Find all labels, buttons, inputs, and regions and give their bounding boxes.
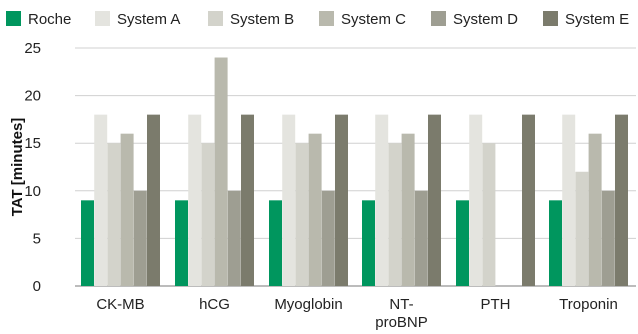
bar-hcg-system-c	[214, 57, 228, 286]
bar-myoglobin-system-a	[282, 114, 296, 286]
y-axis-label: TAT [minutes]	[9, 118, 26, 217]
bar-myoglobin-roche	[269, 200, 282, 286]
x-axis-labels: CK-MB hCG Myoglobin NT-proBNP PTH Troponin	[96, 296, 618, 331]
legend-label-system-e: System E	[565, 11, 629, 28]
legend-label-system-a: System A	[117, 11, 180, 28]
y-tick-label: 15	[24, 135, 41, 152]
y-tick-label: 10	[24, 183, 41, 200]
bar-hcg-system-a	[188, 114, 202, 286]
bar-troponin-system-c	[588, 133, 602, 286]
bar-ck-mb-system-c	[120, 133, 134, 286]
bar-nt-probnp-system-b	[388, 143, 402, 286]
bar-nt-probnp-system-a	[375, 114, 389, 286]
legend-swatch-system-c	[319, 11, 334, 26]
bar-troponin-system-d	[601, 190, 615, 286]
x-tick-label-ck-mb: CK-MB	[96, 296, 144, 313]
legend-label-system-b: System B	[230, 11, 294, 28]
gridlines	[75, 47, 636, 287]
bar-hcg-system-d	[227, 190, 241, 286]
bar-ck-mb-roche	[81, 200, 94, 286]
bar-pth-system-b	[482, 143, 496, 286]
bar-hcg-system-b	[201, 143, 215, 286]
bars	[81, 57, 628, 286]
bar-hcg-roche	[175, 200, 188, 286]
bar-troponin-system-e	[615, 114, 628, 286]
legend-label-system-d: System D	[453, 11, 518, 28]
x-tick-label-hcg: hCG	[199, 296, 230, 313]
legend-swatch-system-a	[95, 11, 110, 26]
bar-myoglobin-system-b	[295, 143, 309, 286]
bar-pth-system-a	[469, 114, 483, 286]
x-tick-label-pth: PTH	[481, 296, 511, 313]
x-tick-label-myoglobin: Myoglobin	[274, 296, 342, 313]
legend-swatch-system-d	[431, 11, 446, 26]
bar-nt-probnp-system-e	[428, 114, 441, 286]
bar-myoglobin-system-e	[335, 114, 348, 286]
bar-ck-mb-system-e	[147, 114, 160, 286]
y-tick-label: 0	[33, 278, 41, 295]
bar-pth-system-e	[522, 114, 535, 286]
bar-hcg-system-e	[241, 114, 254, 286]
bar-nt-probnp-system-c	[401, 133, 415, 286]
y-tick-label: 20	[24, 88, 41, 105]
bar-nt-probnp-system-d	[414, 190, 428, 286]
legend: Roche System A System B System C System D Sys…	[6, 11, 629, 28]
legend-label-system-c: System C	[341, 11, 406, 28]
legend-label-roche: Roche	[28, 11, 71, 28]
bar-nt-probnp-roche	[362, 200, 375, 286]
y-tick-label: 25	[24, 40, 41, 57]
bar-pth-roche	[456, 200, 469, 286]
bar-ck-mb-system-a	[94, 114, 108, 286]
x-tick-label-nt-probnp: NT-proBNP	[375, 296, 428, 331]
legend-swatch-system-e	[543, 11, 558, 26]
y-tick-label: 5	[33, 230, 41, 247]
bar-troponin-roche	[549, 200, 562, 286]
legend-swatch-system-b	[208, 11, 223, 26]
bar-myoglobin-system-d	[321, 190, 335, 286]
bar-troponin-system-a	[562, 114, 576, 286]
x-tick-label-troponin: Troponin	[559, 296, 618, 313]
bar-ck-mb-system-d	[133, 190, 147, 286]
y-axis-ticks: 0 5 10 15 20 25	[24, 40, 41, 295]
bar-troponin-system-b	[575, 171, 589, 286]
bar-ck-mb-system-b	[107, 143, 121, 286]
legend-swatch-roche	[6, 11, 21, 26]
bar-myoglobin-system-c	[308, 133, 322, 286]
